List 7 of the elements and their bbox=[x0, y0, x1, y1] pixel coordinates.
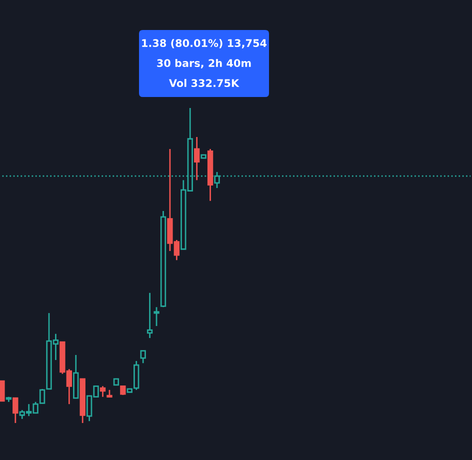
candlestick bbox=[194, 136, 200, 181]
candlestick bbox=[134, 360, 140, 391]
candlestick bbox=[146, 292, 153, 339]
candlestick bbox=[100, 385, 106, 398]
text: 30 bars, 2h 40m bbox=[157, 58, 251, 68]
text: 1.38 (80.01%) 13,754 bbox=[142, 38, 267, 48]
text: Vol 332.75K bbox=[168, 78, 240, 88]
